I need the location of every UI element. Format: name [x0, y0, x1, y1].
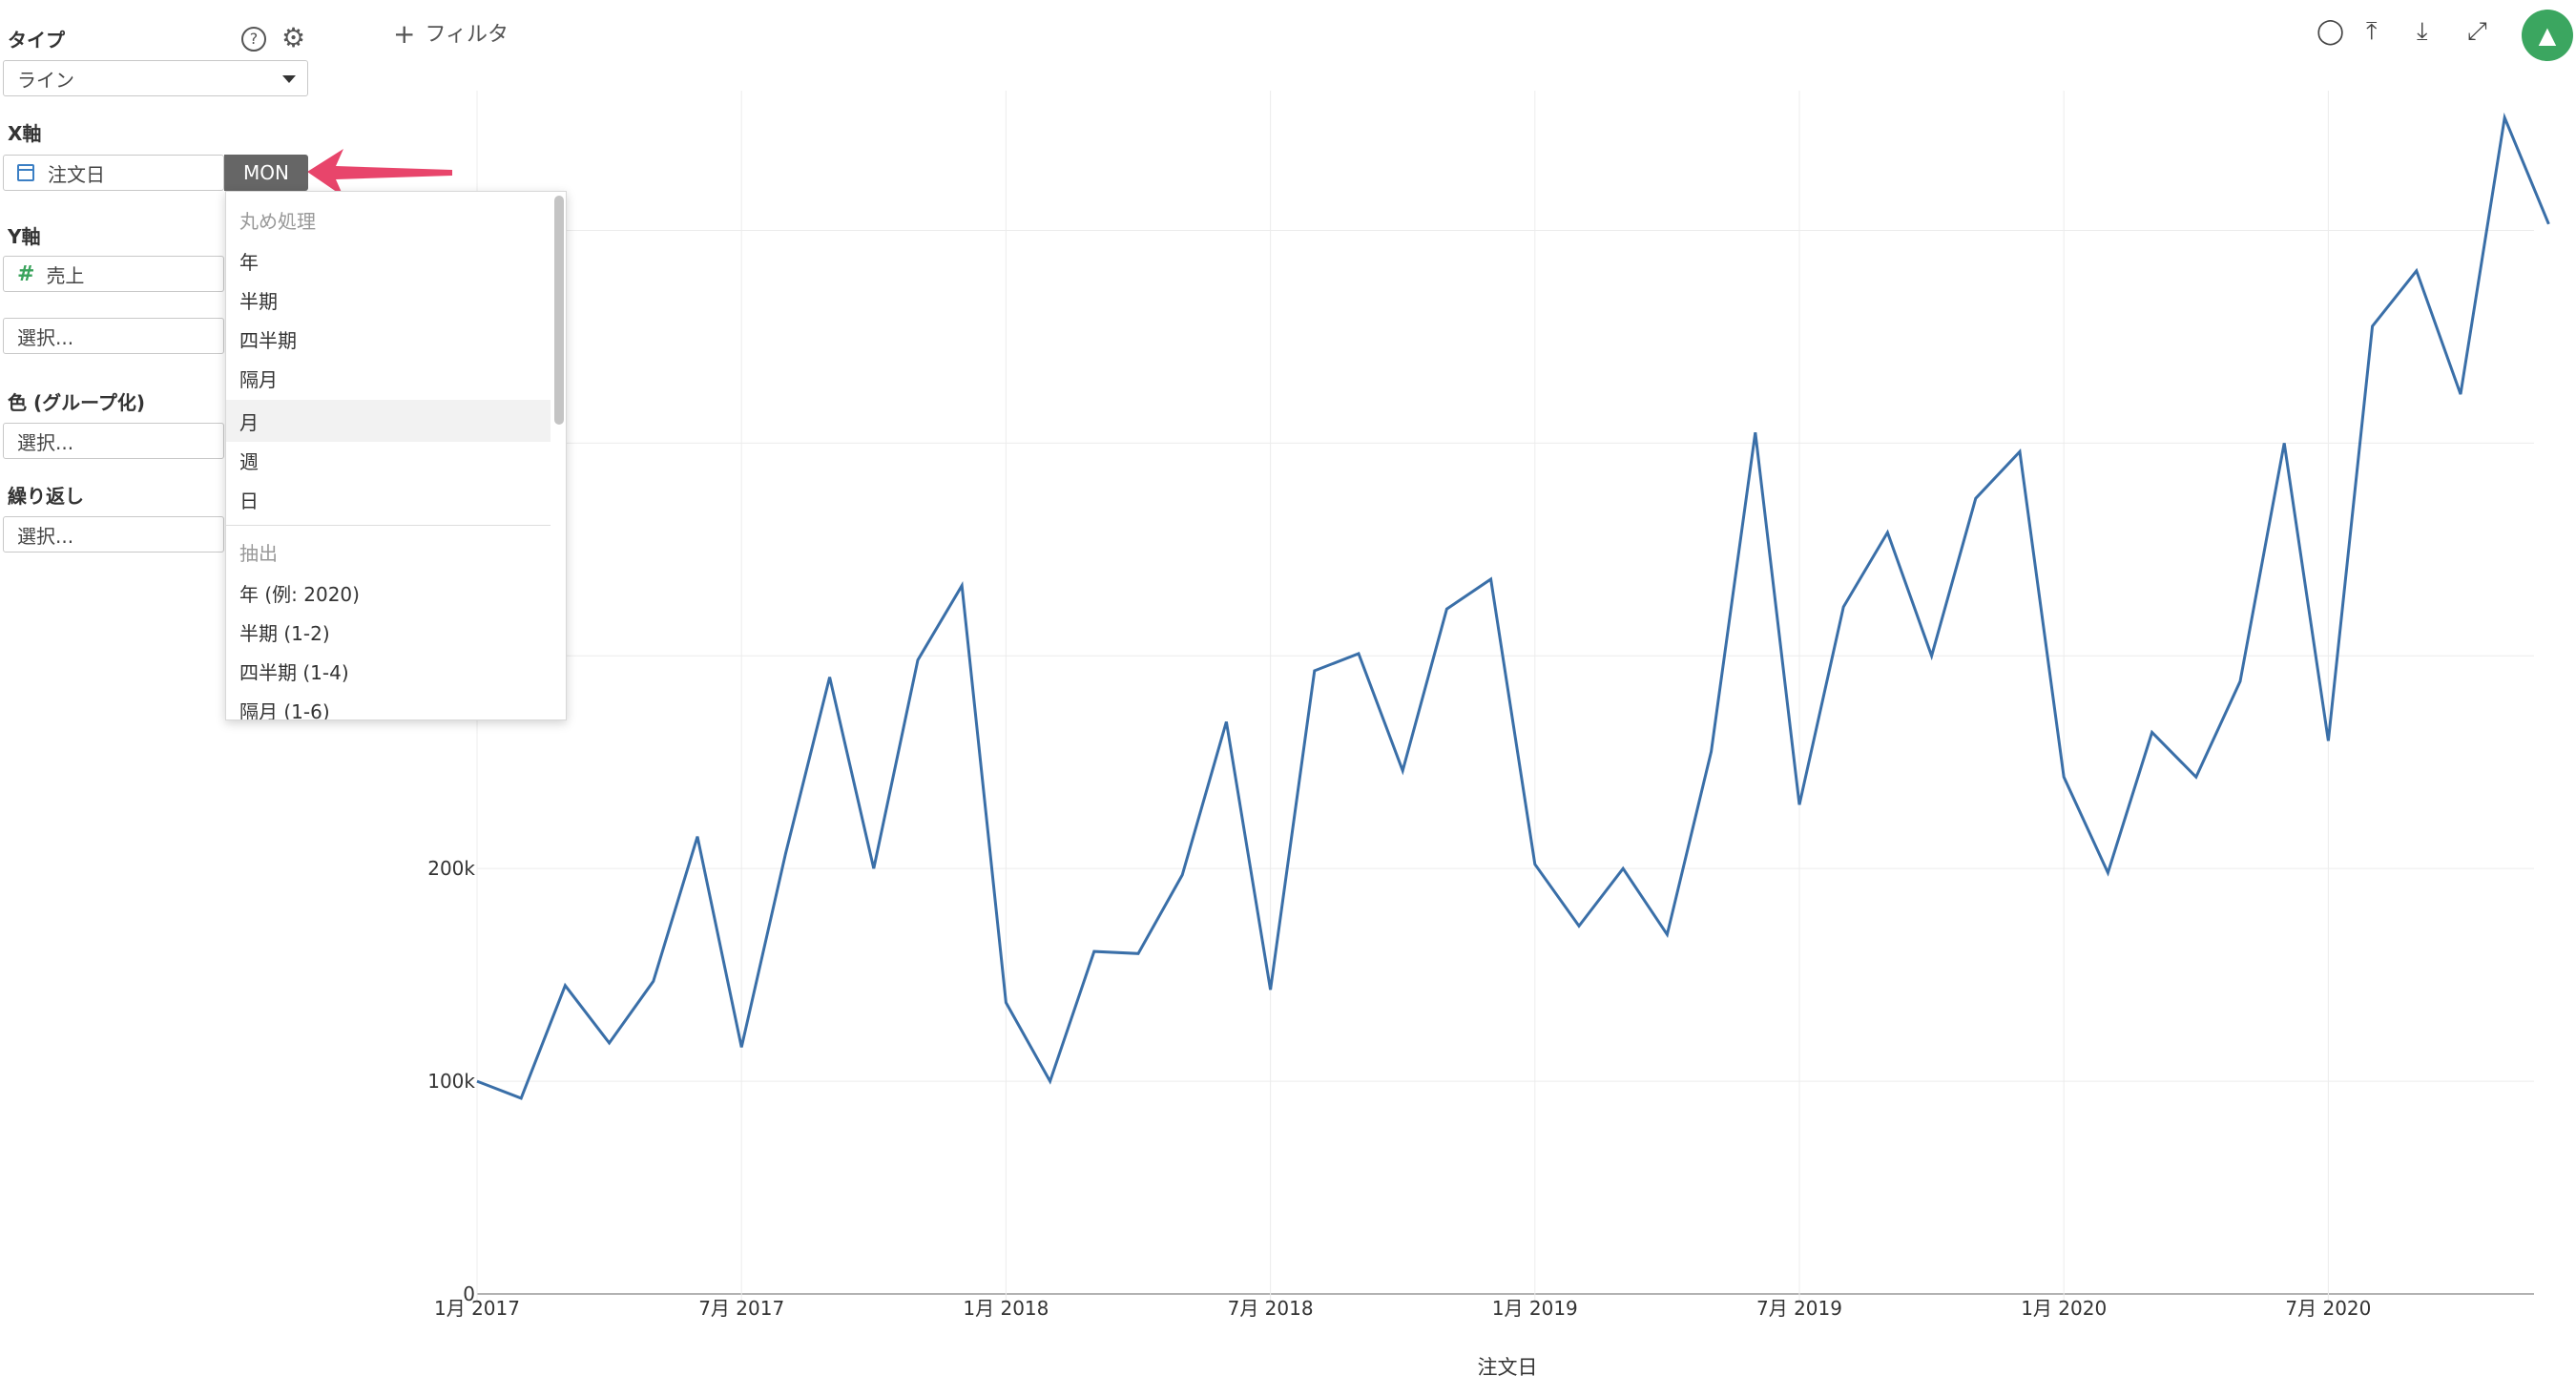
x-axis-field[interactable]: 注文日 [3, 155, 224, 191]
x-axis-title: 注文日 [1478, 1356, 1538, 1379]
y-axis-field-name: 売上 [46, 263, 85, 287]
dropdown-header-extract: 抽出 [239, 542, 278, 565]
numeric-hash-icon: # [17, 261, 35, 286]
dropdown-item-month[interactable]: 月 [239, 411, 259, 434]
y-axis-label: Y軸 [8, 225, 41, 248]
y-axis-field[interactable]: # 売上 [3, 256, 224, 292]
dropdown-item-quarter[interactable]: 四半期 [239, 329, 297, 352]
y-axis-extra-select[interactable]: 選択... [3, 318, 224, 354]
x-tick-label: 1月 2017 [434, 1297, 520, 1320]
pin-icon: ▲ [2538, 22, 2557, 49]
repeat-select[interactable]: 選択... [3, 516, 224, 553]
help-icon[interactable]: ? [241, 27, 266, 52]
repeat-label: 繰り返し [8, 485, 84, 508]
x-tick-label: 7月 2018 [1228, 1297, 1314, 1320]
y-tick-label: 0 [463, 1282, 475, 1305]
y-tick-label: 200k [427, 857, 475, 880]
download-icon[interactable]: ⤓ [2417, 17, 2428, 46]
chart-type-value: ライン [17, 68, 74, 92]
dropdown-highlight [226, 400, 551, 442]
calendar-icon [17, 164, 34, 181]
dropdown-item-week[interactable]: 週 [239, 450, 259, 473]
dropdown-item-day[interactable]: 日 [239, 490, 259, 512]
dropdown-scrollbar[interactable] [554, 196, 564, 425]
select-placeholder: 選択... [17, 325, 74, 349]
y-tick-label: 100k [427, 1070, 475, 1093]
x-tick-label: 7月 2020 [2285, 1297, 2371, 1320]
expand-icon[interactable]: ⤢ [2467, 17, 2487, 46]
color-group-select[interactable]: 選択... [3, 423, 224, 459]
dropdown-item-extract-half[interactable]: 半期 (1-2) [239, 622, 330, 645]
x-axis-field-name: 注文日 [48, 162, 105, 186]
select-placeholder: 選択... [17, 430, 74, 454]
chart-ticks: 0 100k 200k 1月 2017 7月 2017 1月 2018 7月 2018 1月 … [427, 857, 2371, 1320]
x-tick-label: 1月 2018 [963, 1297, 1049, 1320]
x-tick-label: 1月 2019 [1492, 1297, 1578, 1320]
dropdown-divider [226, 525, 551, 526]
upload-icon[interactable]: ⤒ [2366, 17, 2378, 46]
select-placeholder: 選択... [17, 524, 74, 548]
add-filter-button[interactable]: + フィルタ [393, 17, 509, 50]
comment-icon[interactable]: ◯ [2316, 17, 2345, 46]
gear-icon[interactable]: ⚙ [281, 22, 306, 53]
dropdown-header-rounding: 丸め処理 [239, 210, 316, 233]
plus-icon: + [393, 18, 416, 50]
x-tick-label: 1月 2020 [2021, 1297, 2107, 1320]
chart-config-panel: タイプ ? ⚙ ライン X軸 注文日 MON Y軸 # 売上 選択... 色 (… [0, 0, 315, 1397]
chevron-down-icon [282, 75, 296, 83]
x-tick-label: 7月 2019 [1756, 1297, 1842, 1320]
annotation-arrow-mon [307, 149, 452, 197]
chart-gridlines [476, 91, 2534, 1303]
x-axis-label: X軸 [8, 122, 42, 145]
date-unit-dropdown[interactable]: 丸め処理 年 半期 四半期 隔月 月 週 日 抽出 年 (例: 2020) 半期… [225, 191, 567, 720]
dropdown-item-bimonth[interactable]: 隔月 [239, 368, 278, 391]
dropdown-item-extract-bimonth[interactable]: 隔月 (1-6) [239, 700, 330, 720]
color-group-label: 色 (グループ化) [8, 391, 146, 414]
dropdown-item-extract-year[interactable]: 年 (例: 2020) [239, 583, 360, 606]
dropdown-item-half[interactable]: 半期 [239, 290, 278, 313]
pin-button[interactable]: ▲ [2522, 10, 2573, 61]
x-tick-label: 7月 2017 [698, 1297, 784, 1320]
filter-label: フィルタ [425, 23, 509, 47]
type-label: タイプ [8, 29, 65, 52]
x-axis-unit-button[interactable]: MON [224, 155, 308, 191]
dropdown-item-extract-quarter[interactable]: 四半期 (1-4) [239, 661, 349, 684]
series-line-sales [476, 112, 2550, 1100]
chart-type-select[interactable]: ライン [3, 60, 308, 96]
dropdown-item-year[interactable]: 年 [239, 251, 259, 274]
